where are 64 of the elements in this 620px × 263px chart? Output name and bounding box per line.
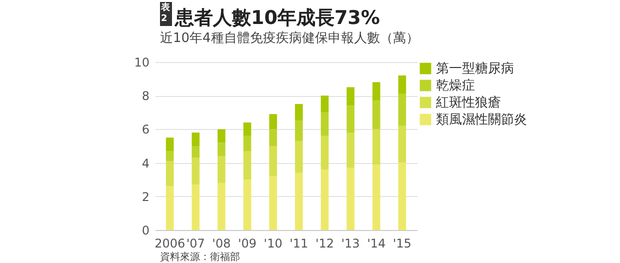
x-tick-label: '11 [290,236,308,250]
bar [269,114,277,130]
bar [372,82,380,101]
bar [218,156,226,183]
bar [320,96,329,112]
y-tick-label: 6 [142,122,150,137]
y-tick-label: 0 [142,224,150,238]
x-tick-label: '14 [367,236,386,250]
bar [346,106,354,133]
bar [295,120,303,141]
text: 表2 [160,2,172,26]
bar [372,129,380,164]
y-tick-label: 8 [142,89,150,104]
bar [320,112,329,136]
legend-label: 紅斑性狼瘡 [436,96,501,110]
bar [166,186,174,230]
chart-subtitle: 近10年4種自體免疫疾病健保申報人數（萬） [160,30,419,48]
legend-label: 乾燥症 [436,78,475,94]
bar [218,182,226,230]
bar [218,142,226,156]
x-tick-label: '08 [212,236,231,250]
y-tick-label: 10 [134,56,150,70]
bar [346,168,354,230]
bar [192,146,200,158]
x-tick-label: '09 [238,236,257,250]
bar [218,129,226,143]
x-tick-label: '15 [392,236,412,250]
bar [372,164,380,230]
y-tick-label: 4 [142,156,150,170]
bar [269,176,277,230]
bar [269,129,277,146]
x-tick-label: 2006 [154,236,186,250]
bar [295,104,303,121]
bar [398,162,406,230]
bar [192,132,200,146]
y-tick-label: 2 [142,190,150,204]
bar [269,146,277,176]
bar [320,136,329,170]
legend-label: 類風濕性關節炎 [436,112,527,128]
x-tick-label: '10 [264,236,282,250]
bar [398,75,406,94]
source-note: 資料來源：衛福部 [160,250,240,263]
bar [295,172,303,230]
x-tick-label: '07 [186,236,205,250]
legend-label: 第一型糖尿病 [436,62,514,76]
bar [192,184,200,230]
bar [372,100,380,130]
bar [166,161,174,186]
x-tick-label: '13 [341,236,360,250]
bar [243,136,252,152]
bar [398,94,406,126]
bar [166,151,174,162]
bar [295,140,303,173]
chart-title: 患者人數10年成長73% [175,7,380,29]
bar [243,151,252,180]
bar [346,87,354,106]
bar [192,158,200,185]
x-tick-label: '12 [315,236,334,250]
bar [166,138,174,152]
bar [320,170,329,230]
bar [243,122,252,136]
bar [243,180,252,230]
bar [346,132,354,168]
bar [398,126,406,163]
